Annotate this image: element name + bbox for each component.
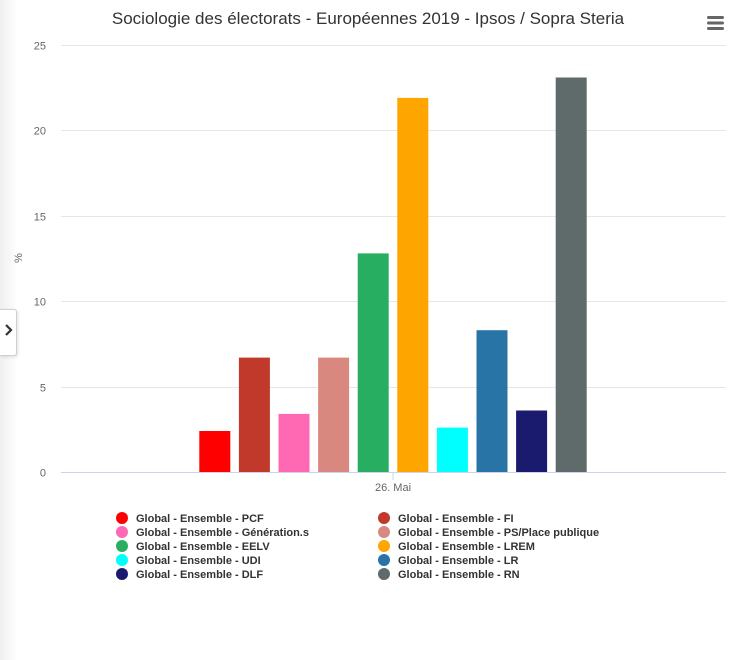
chart-title: Sociologie des électorats - Européennes … — [112, 9, 625, 28]
legend-symbol — [378, 568, 390, 580]
hamburger-menu-icon — [704, 16, 728, 38]
legend-item[interactable]: Global - Ensemble - RN — [378, 568, 520, 581]
x-axis-tick-labels: 26. Mai — [375, 472, 411, 494]
chart-menu-button[interactable] — [704, 12, 728, 34]
legend-symbol — [116, 512, 128, 524]
legend-label: Global - Ensemble - LREM — [398, 541, 535, 553]
legend-label: Global - Ensemble - RN — [398, 569, 520, 581]
bar[interactable] — [238, 357, 270, 472]
y-axis-tick-labels: 0 5 10 15 20 25 — [34, 41, 46, 480]
legend-item[interactable]: Global - Ensemble - Génération.s — [116, 526, 309, 539]
legend-item[interactable]: Global - Ensemble - PCF — [116, 512, 264, 525]
legend-item[interactable]: Global - Ensemble - LREM — [378, 540, 535, 553]
y-tick-label: 15 — [34, 212, 46, 224]
legend-label: Global - Ensemble - DLF — [136, 569, 263, 581]
chevron-right-icon — [4, 323, 13, 342]
legend-item[interactable]: Global - Ensemble - PS/Place publique — [378, 526, 599, 539]
grid-lines — [61, 45, 726, 388]
legend-symbol — [116, 540, 128, 552]
legend-label: Global - Ensemble - LR — [398, 555, 518, 567]
bar[interactable] — [436, 427, 468, 472]
y-tick-label: 0 — [40, 468, 46, 480]
legend-item[interactable]: Global - Ensemble - EELV — [116, 540, 270, 553]
bar[interactable] — [397, 97, 429, 473]
bar[interactable] — [555, 77, 587, 473]
legend-item[interactable]: Global - Ensemble - LR — [378, 554, 518, 567]
legend-label: Global - Ensemble - UDI — [136, 555, 261, 567]
legend-symbol — [378, 512, 390, 524]
y-tick-label: 5 — [40, 383, 46, 395]
legend: Global - Ensemble - PCF Global - Ensemble… — [116, 512, 599, 581]
legend-label: Global - Ensemble - EELV — [136, 541, 270, 553]
bars — [199, 77, 587, 473]
y-axis-label: % — [13, 253, 25, 263]
bar[interactable] — [516, 410, 548, 473]
legend-symbol — [378, 540, 390, 552]
legend-symbol — [378, 526, 390, 538]
legend-label: Global - Ensemble - FI — [398, 513, 514, 525]
legend-item[interactable]: Global - Ensemble - DLF — [116, 568, 263, 581]
bar[interactable] — [278, 413, 310, 472]
legend-symbol — [116, 526, 128, 538]
bar[interactable] — [199, 431, 231, 472]
y-tick-label: 10 — [34, 297, 46, 309]
legend-item[interactable]: Global - Ensemble - UDI — [116, 554, 261, 567]
legend-label: Global - Ensemble - PCF — [136, 513, 264, 525]
legend-item[interactable]: Global - Ensemble - FI — [378, 512, 514, 525]
y-tick-label: 25 — [34, 41, 46, 53]
legend-symbol — [116, 554, 128, 566]
x-tick-label: 26. Mai — [375, 482, 411, 494]
legend-symbol — [378, 554, 390, 566]
y-tick-label: 20 — [34, 126, 46, 138]
legend-label: Global - Ensemble - PS/Place publique — [398, 527, 599, 539]
legend-label: Global - Ensemble - Génération.s — [136, 527, 309, 539]
legend-symbol — [116, 568, 128, 580]
bar[interactable] — [318, 357, 350, 472]
expand-panel-button[interactable] — [0, 309, 17, 356]
bar[interactable] — [357, 253, 389, 472]
bar[interactable] — [476, 330, 508, 472]
